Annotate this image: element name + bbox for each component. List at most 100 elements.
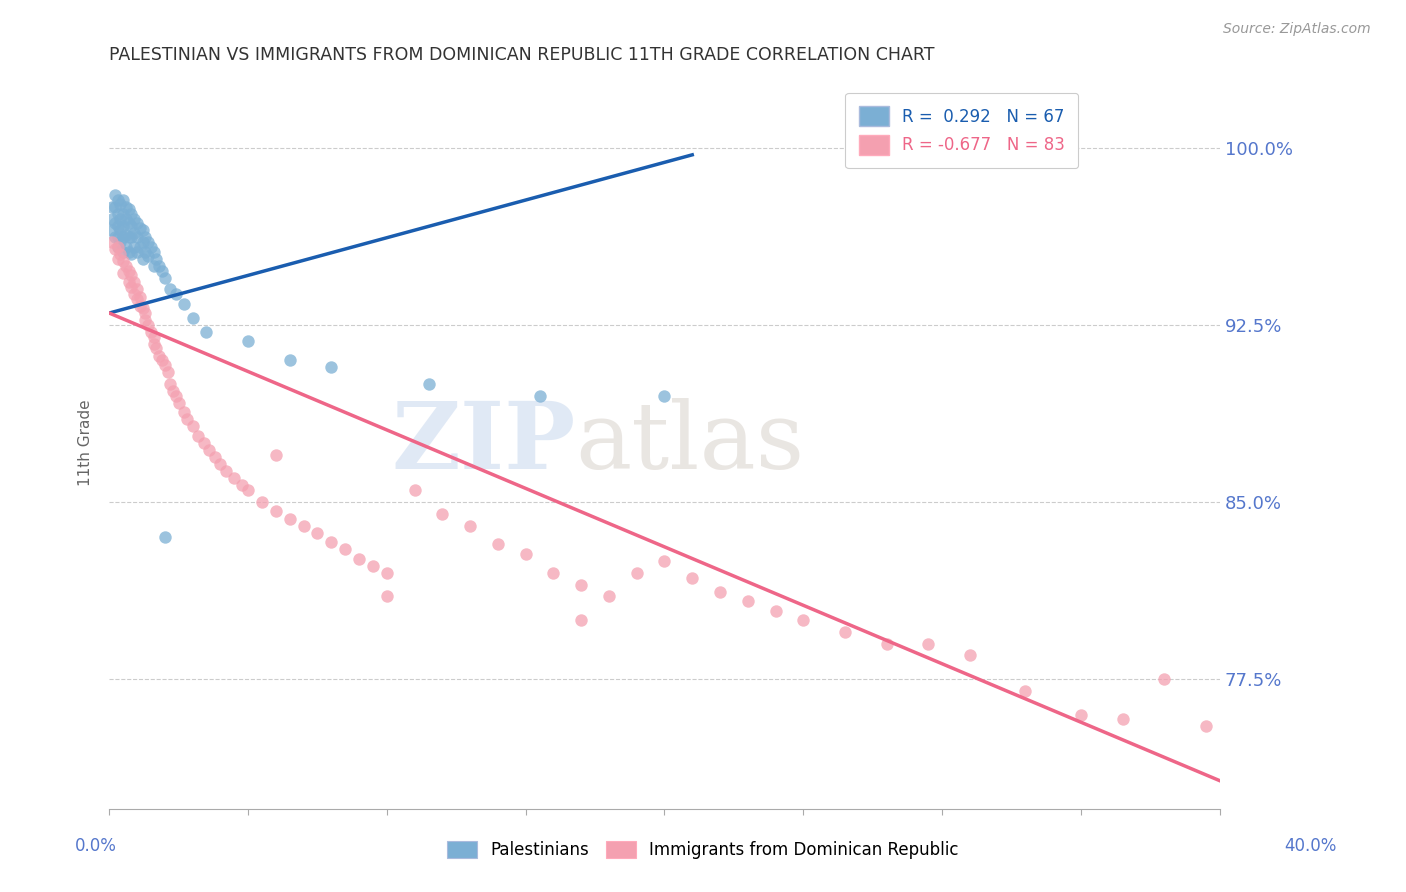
Point <box>101 223 124 237</box>
Y-axis label: 11th Grade: 11th Grade <box>79 400 93 486</box>
Point <box>236 483 259 498</box>
Point <box>110 247 132 261</box>
Point <box>128 299 150 313</box>
Point <box>153 270 176 285</box>
Point <box>118 216 141 230</box>
Point <box>118 276 141 290</box>
Point <box>115 200 138 214</box>
Point <box>122 276 145 290</box>
Point <box>145 252 167 266</box>
Point <box>176 412 198 426</box>
Point <box>125 216 148 230</box>
Point <box>131 252 153 266</box>
Point <box>569 577 592 591</box>
Point <box>709 584 731 599</box>
Point <box>148 259 170 273</box>
Point <box>458 518 481 533</box>
Point <box>101 211 124 226</box>
Point <box>173 405 195 419</box>
Point <box>134 244 156 259</box>
Point <box>136 318 159 332</box>
Point <box>167 396 190 410</box>
Point <box>128 240 150 254</box>
Point <box>198 443 221 458</box>
Text: PALESTINIAN VS IMMIGRANTS FROM DOMINICAN REPUBLIC 11TH GRADE CORRELATION CHART: PALESTINIAN VS IMMIGRANTS FROM DOMINICAN… <box>110 46 935 64</box>
Point <box>156 365 179 379</box>
Legend: R =  0.292   N = 67, R = -0.677   N = 83: R = 0.292 N = 67, R = -0.677 N = 83 <box>845 93 1078 169</box>
Point <box>122 287 145 301</box>
Point <box>1195 719 1218 733</box>
Point <box>148 349 170 363</box>
Point <box>1014 684 1036 698</box>
Point <box>104 188 127 202</box>
Point <box>136 235 159 250</box>
Point <box>181 419 204 434</box>
Point <box>122 240 145 254</box>
Point <box>128 289 150 303</box>
Point <box>107 219 129 233</box>
Point <box>165 287 187 301</box>
Point <box>1111 712 1133 726</box>
Text: atlas: atlas <box>575 398 804 488</box>
Point <box>1153 672 1175 686</box>
Point <box>626 566 648 580</box>
Point <box>159 282 181 296</box>
Point <box>569 613 592 627</box>
Point <box>737 594 759 608</box>
Point <box>250 495 273 509</box>
Point <box>120 247 142 261</box>
Point <box>959 648 981 663</box>
Text: 0.0%: 0.0% <box>75 837 117 855</box>
Point <box>264 504 287 518</box>
Point <box>765 604 787 618</box>
Point <box>139 325 162 339</box>
Point <box>204 450 226 464</box>
Point <box>125 244 148 259</box>
Point <box>486 537 509 551</box>
Point <box>236 334 259 349</box>
Point <box>543 566 565 580</box>
Point <box>134 306 156 320</box>
Point <box>110 211 132 226</box>
Point <box>125 282 148 296</box>
Point <box>118 230 141 244</box>
Point <box>115 228 138 243</box>
Point <box>375 590 398 604</box>
Point <box>335 542 357 557</box>
Point <box>134 313 156 327</box>
Point <box>134 230 156 244</box>
Point <box>231 478 253 492</box>
Point <box>104 216 127 230</box>
Point <box>118 202 141 216</box>
Point <box>120 268 142 283</box>
Point <box>115 240 138 254</box>
Point <box>120 280 142 294</box>
Point <box>515 547 537 561</box>
Text: ZIP: ZIP <box>391 398 575 488</box>
Point <box>136 249 159 263</box>
Point <box>110 235 132 250</box>
Point <box>115 211 138 226</box>
Point <box>107 240 129 254</box>
Point <box>654 554 676 568</box>
Point <box>432 507 454 521</box>
Point <box>122 211 145 226</box>
Point <box>128 221 150 235</box>
Point <box>598 590 620 604</box>
Point <box>107 252 129 266</box>
Point <box>375 566 398 580</box>
Point <box>159 376 181 391</box>
Point <box>278 353 301 368</box>
Text: 40.0%: 40.0% <box>1284 837 1337 855</box>
Point <box>215 464 238 478</box>
Point <box>142 244 165 259</box>
Point <box>110 223 132 237</box>
Point <box>107 193 129 207</box>
Point <box>101 200 124 214</box>
Point <box>917 637 939 651</box>
Point <box>112 254 135 268</box>
Point <box>162 384 184 398</box>
Point <box>107 207 129 221</box>
Point <box>195 325 218 339</box>
Point <box>264 448 287 462</box>
